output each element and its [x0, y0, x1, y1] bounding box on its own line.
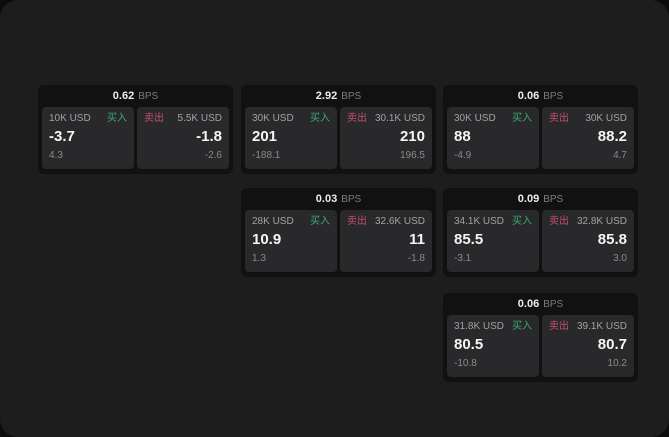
sell-tile[interactable]: 卖出 39.1K USD 80.7 10.2 — [542, 315, 634, 377]
bps-header: 0.06 BPS — [443, 293, 638, 315]
quote-body: 28K USD 买入 10.9 1.3 卖出 32.6K USD 11 -1.8 — [241, 210, 436, 272]
bps-unit-label: BPS — [543, 298, 564, 310]
buy-price: -3.7 — [49, 128, 75, 145]
sell-amount: 5.5K USD — [177, 113, 222, 124]
buy-price: 85.5 — [454, 231, 484, 248]
buy-sub-value: -3.1 — [454, 253, 472, 264]
buy-sub-value: -4.9 — [454, 150, 472, 161]
bps-header: 0.03 BPS — [241, 188, 436, 210]
buy-side-label: 买入 — [310, 113, 330, 124]
buy-side-label: 买入 — [512, 321, 532, 332]
sell-tile[interactable]: 卖出 5.5K USD -1.8 -2.6 — [137, 107, 229, 169]
quote-card-2: 2.92 BPS 30K USD 买入 201 -188.1 卖出 30.1K … — [241, 85, 436, 174]
sell-amount: 32.8K USD — [576, 216, 627, 227]
buy-amount: 34.1K USD — [454, 216, 505, 227]
buy-sub-value: -10.8 — [454, 358, 477, 369]
sell-sub-value: -2.6 — [204, 150, 222, 161]
bps-unit-label: BPS — [341, 90, 362, 102]
buy-price: 88 — [454, 128, 471, 145]
sell-side-label: 卖出 — [549, 113, 569, 124]
buy-sub-value: -188.1 — [252, 150, 281, 161]
quote-card-3: 0.06 BPS 30K USD 买入 88 -4.9 卖出 30K USD 8… — [443, 85, 638, 174]
quote-card-4: 0.03 BPS 28K USD 买入 10.9 1.3 卖出 32.6K US… — [241, 188, 436, 277]
bps-value: 0.62 — [112, 90, 135, 102]
sell-side-label: 卖出 — [347, 216, 367, 227]
sell-sub-value: 4.7 — [613, 150, 627, 161]
sell-side-label: 卖出 — [549, 321, 569, 332]
buy-amount: 31.8K USD — [454, 321, 505, 332]
buy-price: 10.9 — [252, 231, 282, 248]
quote-card-5: 0.09 BPS 34.1K USD 买入 85.5 -3.1 卖出 32.8K… — [443, 188, 638, 277]
quote-body: 31.8K USD 买入 80.5 -10.8 卖出 39.1K USD 80.… — [443, 315, 638, 377]
quote-body: 34.1K USD 买入 85.5 -3.1 卖出 32.8K USD 85.8… — [443, 210, 638, 272]
buy-sub-value: 4.3 — [49, 150, 63, 161]
buy-side-label: 买入 — [512, 113, 532, 124]
bps-header: 2.92 BPS — [241, 85, 436, 107]
sell-side-label: 卖出 — [144, 113, 164, 124]
bps-value: 0.06 — [517, 298, 540, 310]
buy-amount: 30K USD — [454, 113, 496, 124]
buy-side-label: 买入 — [512, 216, 532, 227]
buy-amount: 10K USD — [49, 113, 91, 124]
bps-unit-label: BPS — [138, 90, 159, 102]
sell-amount: 30K USD — [585, 113, 627, 124]
sell-tile[interactable]: 卖出 32.8K USD 85.8 3.0 — [542, 210, 634, 272]
bps-unit-label: BPS — [341, 193, 362, 205]
buy-price: 80.5 — [454, 336, 484, 353]
bps-unit-label: BPS — [543, 90, 564, 102]
sell-sub-value: 196.5 — [399, 150, 425, 161]
bps-header: 0.09 BPS — [443, 188, 638, 210]
buy-tile[interactable]: 34.1K USD 买入 85.5 -3.1 — [447, 210, 539, 272]
bps-value: 0.09 — [517, 193, 540, 205]
quote-card-1: 0.62 BPS 10K USD 买入 -3.7 4.3 卖出 5.5K USD… — [38, 85, 233, 174]
quote-card-6: 0.06 BPS 31.8K USD 买入 80.5 -10.8 卖出 39.1… — [443, 293, 638, 382]
buy-tile[interactable]: 30K USD 买入 88 -4.9 — [447, 107, 539, 169]
sell-price: 11 — [409, 231, 425, 248]
bps-header: 0.62 BPS — [38, 85, 233, 107]
sell-price: -1.8 — [196, 128, 222, 145]
buy-tile[interactable]: 30K USD 买入 201 -188.1 — [245, 107, 337, 169]
sell-tile[interactable]: 卖出 30K USD 88.2 4.7 — [542, 107, 634, 169]
bps-value: 0.03 — [315, 193, 338, 205]
quote-body: 30K USD 买入 201 -188.1 卖出 30.1K USD 210 1… — [241, 107, 436, 169]
quote-body: 10K USD 买入 -3.7 4.3 卖出 5.5K USD -1.8 -2.… — [38, 107, 233, 169]
bps-header: 0.06 BPS — [443, 85, 638, 107]
sell-side-label: 卖出 — [347, 113, 367, 124]
buy-amount: 28K USD — [252, 216, 294, 227]
sell-sub-value: 3.0 — [613, 253, 627, 264]
sell-amount: 32.6K USD — [374, 216, 425, 227]
sell-amount: 39.1K USD — [576, 321, 627, 332]
bps-value: 0.06 — [517, 90, 540, 102]
buy-side-label: 买入 — [310, 216, 330, 227]
sell-sub-value: 10.2 — [607, 358, 627, 369]
sell-side-label: 卖出 — [549, 216, 569, 227]
bps-unit-label: BPS — [543, 193, 564, 205]
bps-value: 2.92 — [315, 90, 338, 102]
buy-tile[interactable]: 31.8K USD 买入 80.5 -10.8 — [447, 315, 539, 377]
sell-price: 88.2 — [597, 128, 627, 145]
buy-sub-value: 1.3 — [252, 253, 266, 264]
buy-price: 201 — [252, 128, 278, 145]
sell-tile[interactable]: 卖出 30.1K USD 210 196.5 — [340, 107, 432, 169]
sell-sub-value: -1.8 — [407, 253, 425, 264]
buy-amount: 30K USD — [252, 113, 294, 124]
buy-tile[interactable]: 10K USD 买入 -3.7 4.3 — [42, 107, 134, 169]
sell-price: 210 — [399, 128, 425, 145]
quote-body: 30K USD 买入 88 -4.9 卖出 30K USD 88.2 4.7 — [443, 107, 638, 169]
buy-tile[interactable]: 28K USD 买入 10.9 1.3 — [245, 210, 337, 272]
sell-tile[interactable]: 卖出 32.6K USD 11 -1.8 — [340, 210, 432, 272]
sell-price: 85.8 — [597, 231, 627, 248]
sell-price: 80.7 — [597, 336, 627, 353]
buy-side-label: 买入 — [107, 113, 127, 124]
sell-amount: 30.1K USD — [374, 113, 425, 124]
